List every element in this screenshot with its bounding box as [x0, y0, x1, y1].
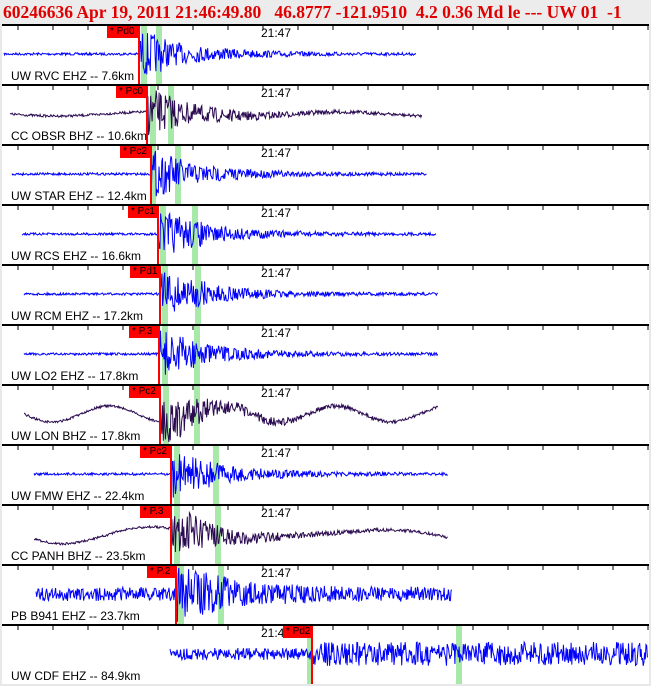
seismic-trace	[9, 90, 423, 136]
waveform-plot	[3, 26, 649, 84]
time-label: 21:47	[261, 326, 292, 340]
waveform-panel[interactable]: 21:47 * Pd0 UW RVC EHZ -- 7.6km	[2, 24, 649, 84]
phase-marker	[150, 86, 156, 144]
time-label: 21:47	[261, 566, 292, 580]
pick-label[interactable]: * Pc2	[120, 146, 151, 158]
waveform-panel[interactable]: 21:47 * Pd1 UW RCM EHZ -- 17.2km	[2, 264, 649, 324]
event-header: 60246636 Apr 19, 2011 21:46:49.80 46.877…	[0, 0, 651, 24]
time-label: 21:47	[261, 26, 292, 40]
seismic-trace	[23, 272, 439, 312]
station-label: UW LO2 EHZ -- 17.8km	[11, 369, 139, 383]
time-label: 21:47	[261, 266, 292, 280]
pick-label[interactable]: * Pd2	[283, 626, 312, 638]
waveform-panel[interactable]: 21:47 * Pc0 CC OBSR BHZ -- 10.6km	[2, 84, 649, 144]
phase-marker	[163, 386, 169, 444]
waveform-panel[interactable]: 21:47 * Pd2 UW CDF EHZ -- 84.9km	[2, 624, 649, 684]
seismic-trace	[21, 211, 437, 253]
station-label: UW RCM EHZ -- 17.2km	[11, 309, 143, 323]
waveform-plot	[17, 386, 649, 444]
phase-marker	[174, 506, 180, 564]
pick-label[interactable]: * P.2	[147, 566, 176, 578]
waveform-plot	[9, 86, 649, 144]
station-label: PB B941 EHZ -- 23.7km	[11, 609, 140, 623]
seismic-trace	[23, 330, 439, 375]
seismic-trace	[33, 510, 448, 553]
waveform-plot	[17, 326, 649, 384]
pick-label[interactable]: * Pc0	[116, 86, 147, 98]
phase-marker	[160, 206, 166, 264]
station-label: UW RCS EHZ -- 16.6km	[11, 249, 142, 263]
waveform-panel[interactable]: 21:47 * Pc2 UW FMW EHZ -- 22.4km	[2, 444, 649, 504]
waveform-panel[interactable]: 21:47 * Pc2 UW LON BHZ -- 17.8km	[2, 384, 649, 444]
phase-marker	[141, 26, 147, 84]
seismic-trace	[11, 150, 427, 197]
waveform-panel[interactable]: 21:47 * P.3 CC PANH BHZ -- 23.5km	[2, 504, 649, 564]
station-label: CC PANH BHZ -- 23.5km	[11, 549, 146, 563]
waveform-panel[interactable]: 21:47 * Pc1 UW RCS EHZ -- 16.6km	[2, 204, 649, 264]
waveform-plot	[17, 446, 649, 504]
waveform-panel[interactable]: 21:47 * P.3 UW LO2 EHZ -- 17.8km	[2, 324, 649, 384]
time-label: 21:47	[261, 386, 292, 400]
waveform-panel[interactable]: 21:47 * Pc2 UW STAR EHZ -- 12.4km	[2, 144, 649, 204]
phase-marker	[194, 326, 200, 384]
station-label: UW STAR EHZ -- 12.4km	[11, 189, 147, 203]
phase-marker	[150, 146, 156, 204]
waveform-panel[interactable]: 21:47 * P.2 PB B941 EHZ -- 23.7km	[2, 564, 649, 624]
seismic-trace	[35, 567, 453, 622]
pick-label[interactable]: * Pc2	[129, 386, 160, 398]
pick-label[interactable]: * P.3	[129, 326, 159, 338]
pick-label[interactable]: * Pd0	[107, 26, 139, 38]
station-label: UW LON BHZ -- 17.8km	[11, 429, 141, 443]
time-label: 21:47	[261, 206, 292, 220]
seismic-trace	[23, 398, 439, 443]
waveform-panels: 21:47 * Pd0 UW RVC EHZ -- 7.6km 21:47 * Pc0 C…	[2, 24, 649, 684]
pick-label[interactable]: * Pc1	[128, 206, 158, 218]
time-label: 21:47	[261, 86, 292, 100]
time-label: 21:47	[261, 146, 292, 160]
pick-label[interactable]: * Pd1	[130, 266, 160, 278]
seismic-trace	[169, 640, 648, 667]
station-label: UW RVC EHZ -- 7.6km	[11, 69, 135, 83]
pick-label[interactable]: * P.3	[140, 506, 171, 518]
phase-marker	[213, 446, 219, 504]
station-label: CC OBSR BHZ -- 10.6km	[11, 129, 148, 143]
phase-marker	[178, 566, 184, 624]
phase-marker	[194, 386, 200, 444]
time-label: 21:47	[261, 506, 292, 520]
seismic-trace	[33, 451, 448, 498]
pick-label[interactable]: * Pc2	[140, 446, 171, 458]
waveform-plot	[17, 266, 649, 324]
time-label: 21:47	[261, 446, 292, 460]
station-label: UW FMW EHZ -- 22.4km	[11, 489, 145, 503]
waveform-plot	[17, 626, 649, 684]
waveform-plot	[17, 566, 649, 624]
station-label: UW CDF EHZ -- 84.9km	[11, 669, 141, 683]
phase-marker	[192, 206, 198, 264]
waveform-plot	[17, 206, 649, 264]
seismic-trace	[3, 33, 417, 75]
